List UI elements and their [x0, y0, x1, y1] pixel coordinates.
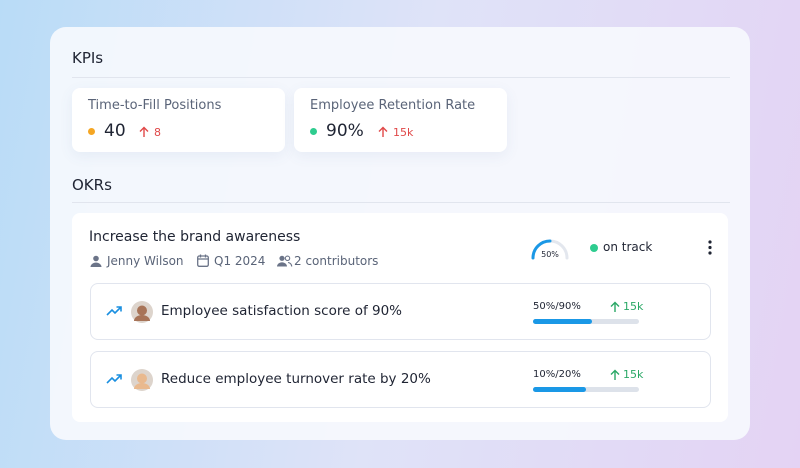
kpi-change: 15k [393, 126, 414, 139]
status-dot [590, 244, 598, 252]
more-menu[interactable] [708, 240, 712, 255]
progress-label: 50%/90% [533, 301, 581, 312]
progress-gauge [531, 239, 569, 260]
owner: Jenny Wilson [107, 254, 184, 268]
change: 15k [623, 300, 644, 313]
divider [72, 77, 730, 78]
period: Q1 2024 [214, 254, 266, 268]
status: on track [603, 240, 653, 254]
kpi-label: Time-to-Fill Positions [88, 98, 222, 113]
gauge-fill [531, 239, 552, 260]
trend-icon [106, 306, 122, 316]
person-icon [90, 255, 102, 267]
trend-icon [106, 374, 122, 384]
calendar-icon [197, 254, 209, 267]
section-title: OKRs [72, 176, 112, 194]
up-arrow [378, 126, 388, 137]
gauge-label: 50% [541, 250, 559, 259]
key-result-title: Reduce employee turnover rate by 20% [161, 371, 431, 387]
key-result-row[interactable]: Employee satisfaction score of 90% 50%/90… [90, 283, 711, 340]
objective-card: Increase the brand awareness Jenny Wilso… [72, 213, 728, 422]
kpi-card[interactable]: Employee Retention Rate 90% 15k [294, 88, 507, 152]
kpi-value: 40 [104, 121, 126, 141]
kpi-value: 90% [326, 121, 364, 141]
change: 15k [623, 368, 644, 381]
status-dot [310, 128, 317, 135]
avatar [131, 369, 153, 391]
progress-fill [533, 387, 586, 392]
status-dot [88, 128, 95, 135]
people-icon [277, 255, 293, 267]
objective-title: Increase the brand awareness [89, 229, 301, 245]
progress-track [533, 387, 639, 392]
kpi-label: Employee Retention Rate [310, 98, 476, 113]
progress-label: 10%/20% [533, 369, 581, 380]
avatar [131, 301, 153, 323]
key-result-row[interactable]: Reduce employee turnover rate by 20% 10%/… [90, 351, 711, 408]
up-arrow [610, 301, 620, 312]
contributors: 2 contributors [294, 254, 379, 268]
up-arrow [610, 369, 620, 380]
up-arrow [139, 126, 149, 137]
progress-fill [533, 319, 592, 324]
key-result-title: Employee satisfaction score of 90% [161, 303, 403, 319]
divider [72, 202, 730, 203]
kpi-change: 8 [154, 126, 161, 139]
kpi-card[interactable]: Time-to-Fill Positions 40 8 [72, 88, 285, 152]
section-title: KPIs [72, 49, 104, 67]
